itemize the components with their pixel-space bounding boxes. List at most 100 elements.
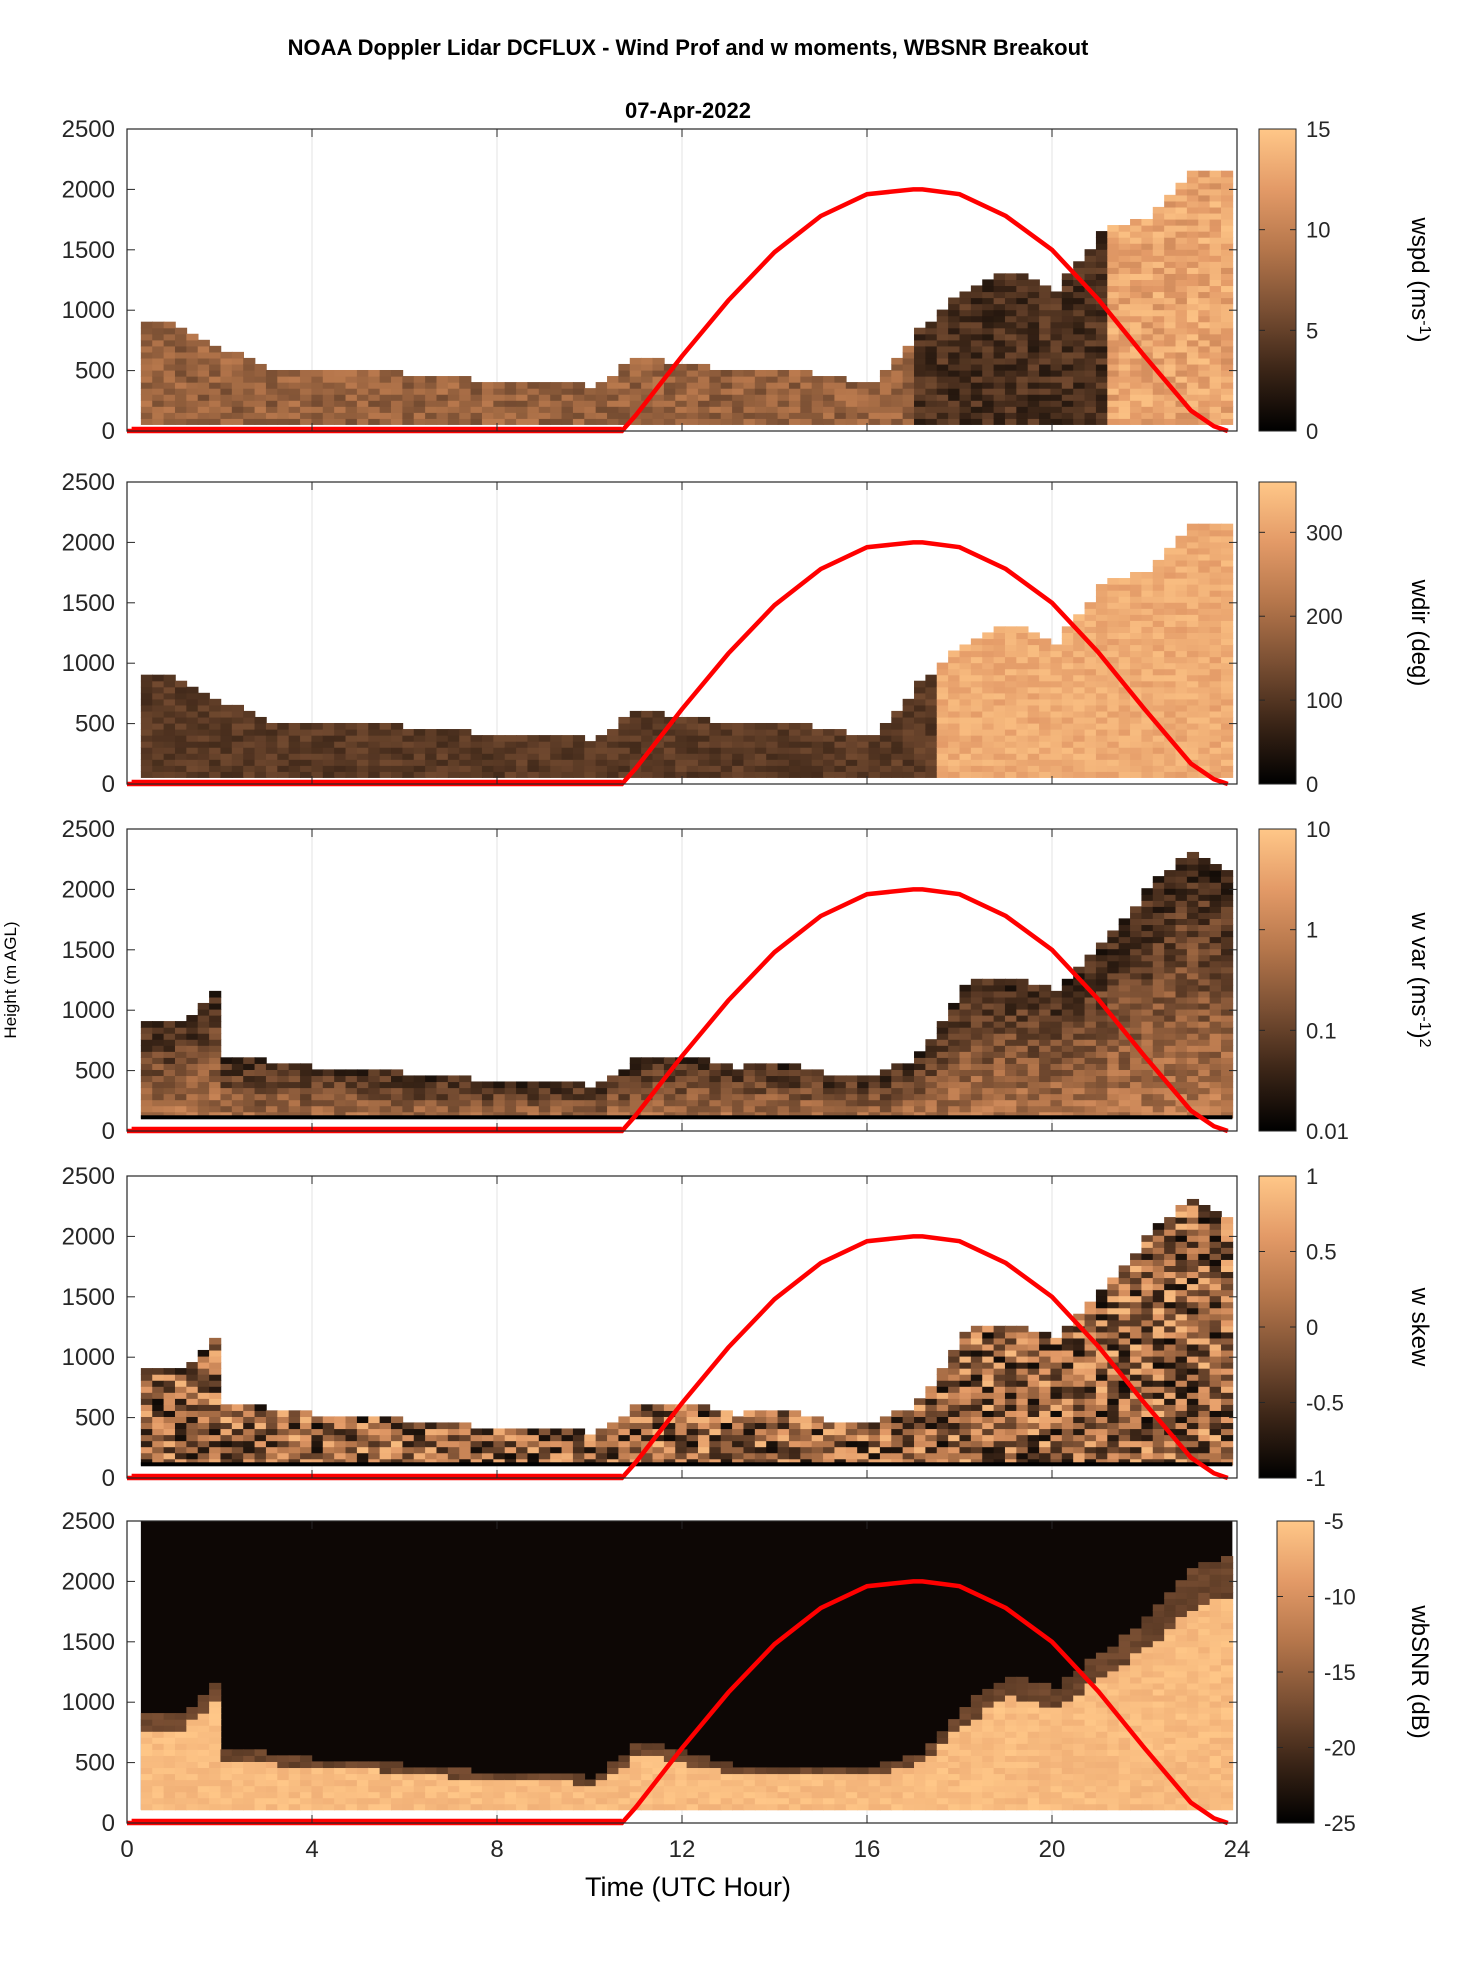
heatmap-cell: [368, 1452, 381, 1460]
heatmap-cell: [379, 1075, 392, 1083]
heatmap-cell: [1198, 382, 1211, 389]
heatmap-cell: [686, 1075, 699, 1083]
heatmap-cell: [288, 722, 301, 730]
heatmap-cell: [982, 315, 995, 323]
heatmap-cell: [481, 741, 495, 748]
heatmap-cell: [1118, 225, 1131, 232]
heatmap-cell: [300, 747, 313, 754]
heatmap-cell: [936, 394, 949, 401]
heatmap-cell: [481, 418, 495, 425]
heatmap-cell: [140, 722, 154, 730]
heatmap-cell: [1061, 1105, 1074, 1113]
heatmap-cell: [1186, 376, 1200, 383]
heatmap-cell: [925, 406, 938, 413]
heatmap-cell: [902, 1093, 915, 1101]
heatmap-cell: [970, 698, 984, 706]
heatmap-cell: [845, 747, 858, 754]
heatmap-cell: [982, 741, 995, 748]
heatmap-cell: [1164, 662, 1177, 670]
heatmap-cell: [1186, 297, 1200, 305]
heatmap-cell: [368, 1111, 381, 1119]
heatmap-cell: [732, 412, 745, 419]
heatmap-cell: [652, 412, 665, 419]
heatmap-cell: [1027, 650, 1040, 658]
heatmap-cell: [1095, 1081, 1109, 1089]
heatmap-cell: [1130, 590, 1143, 597]
heatmap-cell: [1209, 218, 1222, 226]
heatmap-cell: [186, 710, 199, 718]
heatmap-cell: [311, 729, 324, 736]
heatmap-cell: [1130, 680, 1143, 688]
heatmap-cell: [231, 1440, 244, 1448]
heatmap-cell: [163, 333, 176, 341]
heatmap-cell: [1141, 638, 1154, 646]
heatmap-cell: [1164, 327, 1177, 335]
heatmap-cell: [356, 1099, 370, 1107]
heatmap-cell: [254, 1410, 267, 1417]
heatmap-cell: [243, 382, 256, 389]
heatmap-cell: [1084, 771, 1097, 778]
heatmap-cell: [1175, 996, 1188, 1004]
heatmap-cell: [459, 1093, 472, 1101]
heatmap-cell: [516, 1099, 529, 1107]
heatmap-cell: [663, 741, 677, 748]
heatmap-cell: [152, 698, 165, 706]
heatmap-cell: [732, 1075, 745, 1083]
heatmap-cell: [811, 771, 824, 778]
heatmap-cell: [174, 1039, 188, 1046]
heatmap-cell: [538, 747, 551, 754]
heatmap-cell: [1061, 382, 1074, 389]
heatmap-cell: [766, 382, 779, 389]
heatmap-cell: [277, 1081, 290, 1089]
heatmap-cell: [629, 1105, 642, 1113]
heatmap-cell: [1016, 710, 1029, 718]
heatmap-cell: [1164, 212, 1177, 220]
heatmap-cell: [1118, 376, 1131, 383]
heatmap-cell: [1141, 662, 1154, 670]
heatmap-cell: [265, 1446, 279, 1454]
heatmap-cell: [879, 382, 893, 389]
heatmap-cell: [1095, 1021, 1109, 1028]
heatmap-cell: [481, 412, 495, 419]
heatmap-cell: [1084, 351, 1097, 359]
heatmap-cell: [982, 1045, 995, 1052]
heatmap-cell: [1141, 237, 1154, 244]
heatmap-cell: [1107, 716, 1120, 724]
heatmap-cell: [925, 333, 938, 341]
heatmap-cell: [959, 704, 972, 712]
heatmap-cell: [686, 394, 699, 401]
heatmap-cell: [334, 1087, 347, 1095]
heatmap-cell: [277, 765, 290, 772]
heatmap-cell: [663, 1440, 677, 1448]
heatmap-cell: [970, 704, 984, 712]
heatmap-cell: [1130, 638, 1143, 646]
heatmap-cell: [368, 369, 381, 377]
heatmap-cell: [754, 388, 768, 395]
heatmap-cell: [800, 747, 813, 754]
heatmap-cell: [1027, 1111, 1040, 1119]
heatmap-cell: [220, 1428, 233, 1436]
heatmap-cell: [1004, 1057, 1018, 1064]
heatmap-cell: [993, 351, 1006, 359]
heatmap-cell: [732, 418, 745, 425]
heatmap-cell: [1152, 674, 1165, 682]
heatmap-cell: [1164, 870, 1177, 877]
heatmap-cell: [1130, 716, 1143, 724]
heatmap-cell: [1164, 565, 1177, 573]
heatmap-cell: [1209, 882, 1222, 889]
heatmap-cell: [1084, 686, 1097, 694]
heatmap-cell: [732, 1111, 745, 1119]
heatmap-cell: [1107, 363, 1120, 371]
heatmap-cell: [1118, 1111, 1131, 1119]
heatmap-cell: [402, 412, 415, 419]
heatmap-cell: [993, 1057, 1006, 1064]
heatmap-cell: [1198, 954, 1211, 962]
heatmap-cell: [1016, 771, 1029, 778]
heatmap-cell: [1164, 765, 1177, 772]
heatmap-cell: [720, 741, 733, 748]
heatmap-cell: [1039, 339, 1052, 347]
heatmap-cell: [1175, 948, 1188, 956]
heatmap-cell: [1186, 218, 1200, 226]
y-tick-label: 1500: [62, 937, 115, 964]
heatmap-cell: [1073, 351, 1086, 359]
